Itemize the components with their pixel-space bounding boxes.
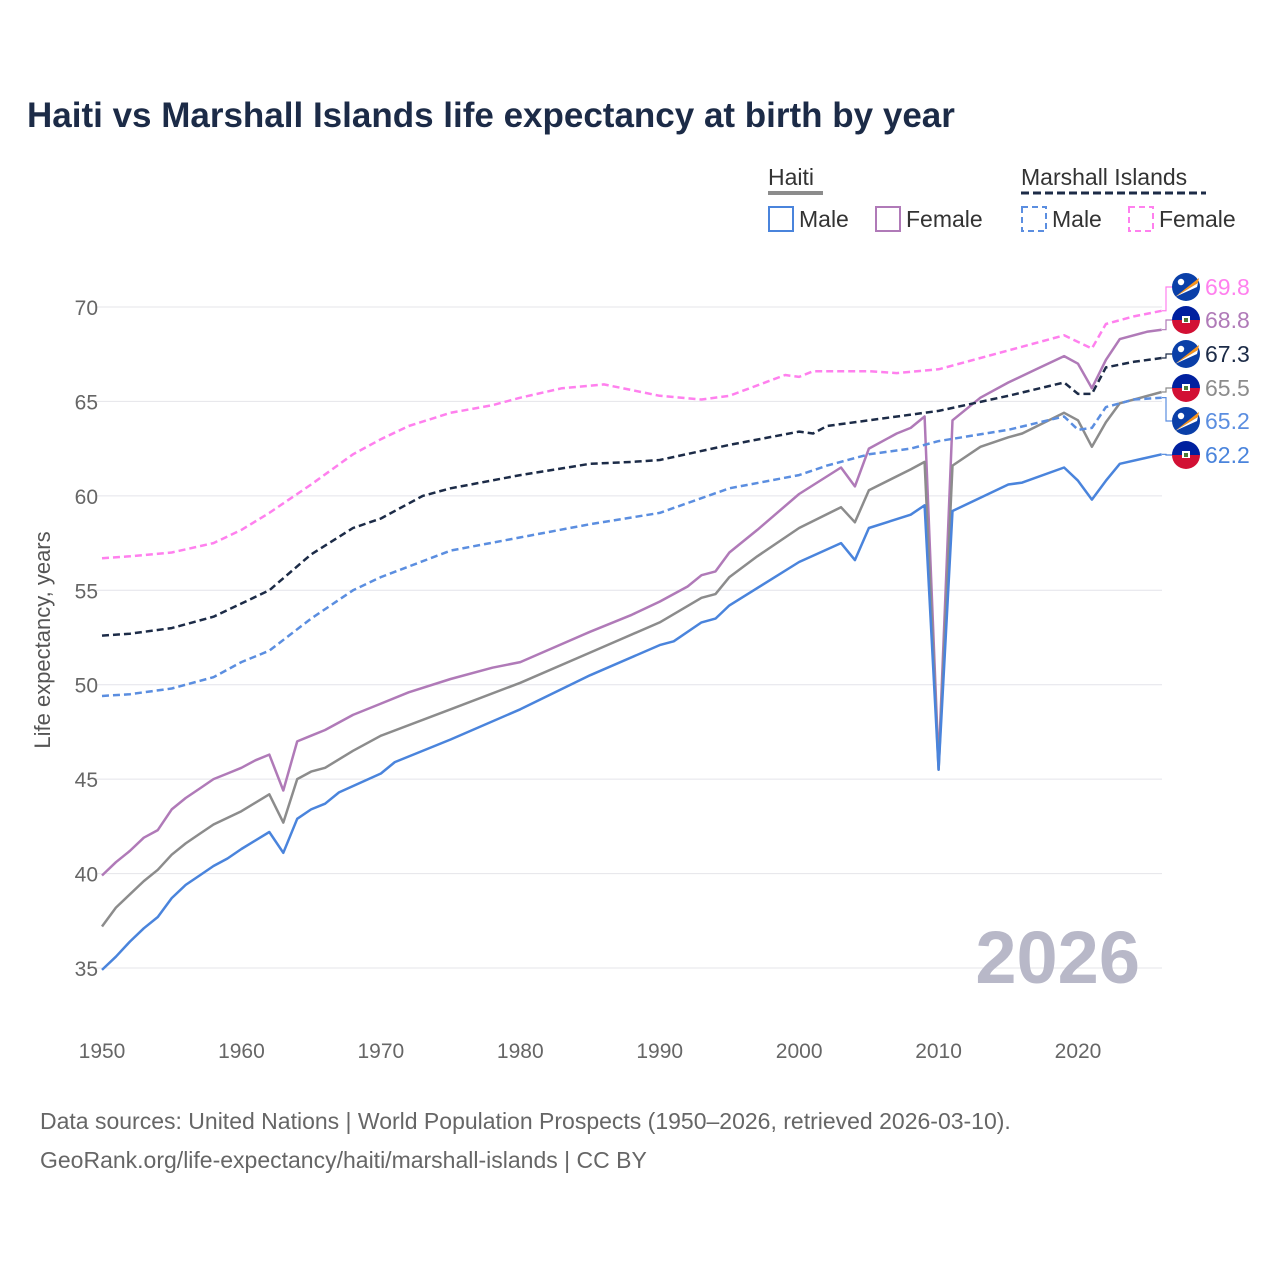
legend-haiti-female[interactable]: Female <box>906 206 983 232</box>
x-tick-label: 2010 <box>915 1040 962 1063</box>
legend-group-marshall-islands: Marshall Islands <box>1021 164 1187 190</box>
y-tick-label: 35 <box>75 958 98 981</box>
y-axis-ticks: 35 40 45 50 55 60 65 70 <box>75 297 98 981</box>
legend-mi-female[interactable]: Female <box>1159 206 1236 232</box>
source-link[interactable]: GeoRank.org/life-expectancy/haiti/marsha… <box>40 1147 647 1173</box>
y-tick-label: 70 <box>75 297 98 320</box>
marshall-islands-flag-icon <box>1172 273 1200 301</box>
end-labels: 69.8 68.8 67.3 65.5 65.2 62.2 <box>1162 273 1250 469</box>
label-connector <box>1162 387 1172 393</box>
marshall-islands-flag-icon <box>1172 407 1200 435</box>
legend-haiti-male-swatch <box>768 206 794 232</box>
y-axis-label: Life expectancy, years <box>30 531 55 748</box>
gridlines <box>95 306 1162 969</box>
legend: Haiti Male Female Marshall Islands Male … <box>768 164 1236 232</box>
legend-mi-male-swatch <box>1021 206 1047 232</box>
x-tick-label: 1950 <box>79 1040 126 1063</box>
label-connector <box>1162 286 1172 312</box>
haiti-flag-icon <box>1172 374 1200 402</box>
legend-haiti-female-swatch <box>875 206 901 232</box>
y-tick-label: 50 <box>75 675 98 698</box>
x-tick-label: 1990 <box>636 1040 683 1063</box>
end-value-label: 65.2 <box>1205 408 1250 434</box>
end-value-label: 68.8 <box>1205 307 1250 333</box>
y-tick-label: 60 <box>75 486 98 509</box>
year-watermark: 2026 <box>975 916 1140 999</box>
haiti-flag-icon <box>1172 306 1200 334</box>
label-connector <box>1162 353 1172 359</box>
end-value-label: 65.5 <box>1205 375 1250 401</box>
label-connector <box>1162 397 1172 422</box>
y-tick-label: 65 <box>75 391 98 414</box>
label-connector <box>1162 453 1172 456</box>
haiti-flag-icon <box>1172 441 1200 469</box>
y-tick-label: 40 <box>75 864 98 887</box>
label-connector <box>1162 319 1172 331</box>
x-tick-label: 2000 <box>776 1040 823 1063</box>
series-line-haiti-female <box>101 328 1162 877</box>
marshall-islands-flag-icon <box>1172 340 1200 368</box>
data-source: Data sources: United Nations | World Pop… <box>40 1108 1011 1134</box>
x-tick-label: 1980 <box>497 1040 544 1063</box>
end-value-label: 69.8 <box>1205 274 1250 300</box>
x-tick-label: 2020 <box>1055 1040 1102 1063</box>
series-line-marshall-islands-female <box>101 309 1162 560</box>
series-lines <box>100 309 1163 971</box>
x-axis-ticks: 1950 1960 1970 1980 1990 2000 2010 2020 <box>79 1040 1102 1063</box>
x-tick-label: 1960 <box>218 1040 265 1063</box>
legend-mi-male[interactable]: Male <box>1052 206 1102 232</box>
series-line-marshall-islands-male <box>101 396 1162 698</box>
end-value-label: 62.2 <box>1205 442 1250 468</box>
chart-title: Haiti vs Marshall Islands life expectanc… <box>27 96 955 135</box>
y-tick-label: 55 <box>75 580 98 603</box>
legend-group-haiti: Haiti <box>768 164 814 190</box>
series-line-haiti-male <box>101 453 1162 971</box>
legend-mi-female-swatch <box>1128 206 1154 232</box>
end-value-label: 67.3 <box>1205 341 1250 367</box>
series-line-marshall-islands <box>101 356 1162 637</box>
series-line-haiti <box>100 390 1163 928</box>
x-tick-label: 1970 <box>357 1040 404 1063</box>
legend-haiti-male[interactable]: Male <box>799 206 849 232</box>
y-tick-label: 45 <box>75 769 98 792</box>
